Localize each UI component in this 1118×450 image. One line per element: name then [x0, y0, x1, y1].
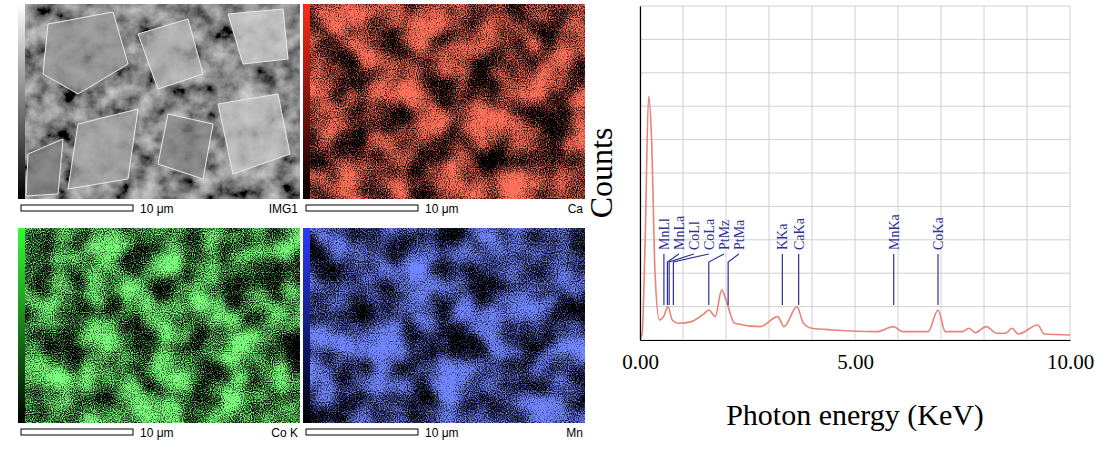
grid-line-x	[683, 6, 684, 340]
peak-label: KKa	[775, 223, 790, 250]
x-tick: 0.00	[622, 340, 659, 374]
peak-marker	[937, 254, 938, 305]
panel-background	[18, 228, 300, 423]
x-tick-label: 0.00	[622, 350, 659, 374]
grid-line-x	[941, 6, 942, 340]
sem-particle	[228, 9, 288, 64]
peak-label: CoLl	[687, 221, 702, 250]
grid-line-x	[984, 6, 985, 340]
chart: 0.00 5.00 10.00 Photon energy (KeV) Counts Mn…	[583, 6, 1094, 432]
grid-line-x	[812, 6, 813, 340]
plot-area	[640, 96, 1070, 340]
peak-labels: MnLlMnLaCoLlCoLaPtMzPtMa KKaCaKa MnKa CoKa	[657, 213, 946, 305]
panel-background	[18, 4, 300, 199]
x-axis: 0.00 5.00 10.00	[622, 340, 1094, 374]
grid-line-x	[898, 6, 899, 340]
grid-line-x	[1070, 6, 1071, 340]
peak-marker	[663, 254, 664, 305]
peak-marker	[798, 254, 799, 305]
spectrum-line	[640, 96, 1070, 340]
panel: 10 μm Ca	[303, 4, 585, 216]
intensity-strip	[303, 4, 310, 199]
peak-marker	[709, 254, 724, 305]
peak-label: MnLa	[672, 215, 687, 250]
grid-line-x	[640, 6, 641, 340]
grid-line-x	[769, 6, 770, 340]
scale-bar	[21, 429, 133, 435]
scale-bar-label: 10 μm	[425, 426, 459, 440]
sem-particle	[68, 109, 138, 189]
x-axis-line	[641, 340, 1071, 341]
scale-bar	[21, 205, 133, 211]
panel-background	[303, 4, 585, 199]
sem-particle	[138, 19, 203, 89]
peak-label: MnKa	[887, 213, 902, 250]
grid-line-x	[855, 6, 856, 340]
panel-image	[18, 4, 300, 199]
panel-image	[303, 228, 585, 423]
panel-background	[303, 228, 585, 423]
x-tick: 5.00	[837, 340, 874, 374]
peak-marker	[782, 254, 783, 305]
panel-label: Co K	[271, 426, 298, 440]
scale-bar	[306, 429, 418, 435]
peak-marker	[728, 254, 739, 305]
peak-label: MnLl	[657, 218, 672, 250]
intensity-strip	[18, 4, 25, 199]
y-axis-line	[640, 7, 641, 341]
panel-label: Mn	[566, 426, 583, 440]
scale-bar-label: 10 μm	[140, 426, 174, 440]
peak-marker	[893, 254, 894, 305]
scale-bar-label: 10 μm	[140, 202, 174, 216]
peak-label: CoLa	[702, 218, 717, 250]
sem-particle	[43, 12, 128, 94]
peak-marker	[673, 254, 709, 305]
x-tick: 10.00	[1047, 340, 1094, 374]
grid-line-x	[1027, 6, 1028, 340]
peak-label: CoKa	[931, 217, 946, 250]
intensity-strip	[18, 228, 25, 423]
panel: 10 μm Co K	[18, 228, 300, 440]
grid-line-x	[726, 6, 727, 340]
scale-bar	[306, 205, 418, 211]
intensity-strip	[303, 228, 310, 423]
figure: 10 μm IMG1 10 μm Ca 10 μm Co K 10 μm Mn 0.00 5.00…	[0, 0, 1118, 450]
x-tick-label: 10.00	[1047, 350, 1094, 374]
sem-particle	[26, 139, 63, 196]
panel: 10 μm Mn	[303, 228, 585, 440]
sem-particle	[158, 114, 213, 179]
scale-bar-label: 10 μm	[425, 202, 459, 216]
panel-image	[18, 228, 300, 423]
peak-label: PtMa	[732, 219, 747, 250]
panel: 10 μm IMG1	[18, 4, 300, 216]
sem-particle	[218, 94, 290, 174]
peak-label: CaKa	[792, 217, 807, 250]
panel-image	[303, 4, 585, 199]
x-axis-title: Photon energy (KeV)	[726, 398, 984, 432]
x-tick-label: 5.00	[837, 350, 874, 374]
panel-label: IMG1	[269, 202, 299, 216]
grid	[640, 6, 1070, 340]
y-axis	[640, 7, 642, 341]
peak-label: PtMz	[717, 220, 732, 250]
y-axis-title: Counts	[583, 128, 619, 219]
panel-label: Ca	[568, 202, 584, 216]
